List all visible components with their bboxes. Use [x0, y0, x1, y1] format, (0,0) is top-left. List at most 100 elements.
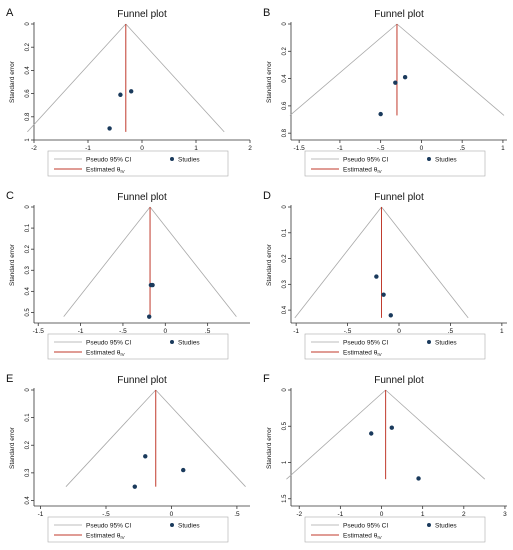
legend-studies-swatch — [170, 340, 174, 344]
funnel-right-line — [385, 389, 486, 480]
study-point — [369, 431, 374, 436]
y-tick-label: 0.2 — [282, 254, 288, 263]
panel-letter: A — [6, 7, 14, 19]
legend-studies-label: Studies — [178, 157, 200, 164]
plot-title: Funnel plot — [374, 192, 424, 203]
plot-title: Funnel plot — [374, 9, 424, 20]
x-tick-label: .5 — [459, 145, 465, 152]
legend-estimate-label: Estimated θIV — [86, 350, 125, 358]
funnel-right-line — [396, 23, 505, 116]
y-tick-label: 0.1 — [25, 413, 31, 422]
y-tick-label: 0 — [282, 205, 288, 209]
y-axis-label: Standard error — [266, 426, 273, 469]
study-point — [402, 75, 408, 80]
x-tick-label: -2 — [31, 145, 37, 152]
y-tick-label: 0.6 — [282, 101, 288, 110]
study-point — [118, 92, 123, 97]
y-tick-label: 0.4 — [25, 287, 31, 296]
y-tick-label: 0.2 — [25, 244, 31, 253]
funnel-right-line — [381, 206, 469, 319]
x-tick-label: .5 — [448, 328, 454, 335]
legend-ci-label: Pseudo 95% CI — [86, 523, 131, 530]
legend-studies-swatch — [427, 340, 431, 344]
study-point — [388, 313, 393, 318]
legend-estimate-text: Estimated θ — [86, 167, 121, 174]
y-tick-label: 0.3 — [25, 468, 31, 477]
y-tick-label: 0.8 — [282, 128, 288, 137]
panel-letter: B — [263, 7, 270, 19]
legend-box — [304, 516, 486, 543]
study-point — [416, 476, 421, 481]
y-tick-label: 0.3 — [282, 280, 288, 289]
legend-estimate-subscript: IV — [120, 535, 124, 540]
legend-estimate-text: Estimated θ — [343, 533, 378, 540]
x-tick-label: 1 — [421, 511, 425, 518]
legend-ci-label: Pseudo 95% CI — [343, 157, 388, 164]
legend-box — [47, 516, 229, 543]
x-tick-label: -1 — [85, 145, 91, 152]
study-point — [150, 282, 155, 288]
study-point — [107, 126, 112, 131]
x-tick-label: 0 — [170, 511, 174, 518]
x-tick-label: -1 — [38, 511, 44, 518]
y-tick-label: 1.5 — [282, 494, 288, 503]
x-tick-label: -.5 — [102, 511, 110, 518]
x-tick-label: -1.5 — [294, 145, 306, 152]
plot-title: Funnel plot — [374, 375, 424, 386]
x-tick-label: 0 — [140, 145, 144, 152]
study-point — [143, 454, 148, 459]
y-tick-label: 0.6 — [25, 89, 31, 98]
legend-estimate-label: Estimated θIV — [86, 167, 125, 175]
x-tick-label: -1 — [337, 511, 343, 518]
legend-estimate-subscript: IV — [120, 169, 124, 174]
study-point — [374, 274, 379, 279]
y-axis-label: Standard error — [9, 60, 16, 103]
y-tick-label: 0.4 — [25, 496, 31, 505]
legend-studies-label: Studies — [435, 523, 457, 530]
legend-estimate-label: Estimated θIV — [343, 167, 382, 175]
legend-box — [304, 150, 486, 177]
x-tick-label: 0 — [420, 145, 424, 152]
legend-estimate-subscript: IV — [377, 535, 381, 540]
y-axis-label: Standard error — [266, 243, 273, 286]
x-tick-label: .5 — [234, 511, 240, 518]
x-tick-label: 0 — [380, 511, 384, 518]
panel-letter: F — [263, 373, 270, 385]
funnel-left-line — [27, 23, 127, 133]
legend-studies-swatch — [427, 157, 431, 161]
legend-ci-label: Pseudo 95% CI — [343, 523, 388, 530]
legend-studies-label: Studies — [178, 340, 200, 347]
legend-studies-swatch — [170, 523, 174, 527]
legend-estimate-subscript: IV — [377, 352, 381, 357]
legend-studies-label: Studies — [435, 157, 457, 164]
panel-letter: C — [6, 190, 14, 202]
x-tick-label: -1.5 — [33, 328, 45, 335]
legend-box — [304, 333, 486, 360]
panel-c: C Funnel plot 0 0.1 0.2 0.3 0.4 0.5 -1.5 -1 -.5 0.5… — [0, 183, 256, 366]
y-tick-label: 1 — [282, 460, 288, 464]
y-tick-label: 1 — [25, 138, 31, 142]
y-tick-label: 0.3 — [25, 265, 31, 274]
legend-ci-label: Pseudo 95% CI — [86, 340, 131, 347]
plot-title: Funnel plot — [117, 192, 167, 203]
funnel-left-line — [65, 389, 157, 487]
legend-estimate-subscript: IV — [377, 169, 381, 174]
y-axis-label: Standard error — [9, 243, 16, 286]
legend-estimate-label: Estimated θIV — [343, 533, 382, 541]
legend-ci-label: Pseudo 95% CI — [86, 157, 131, 164]
funnel-right-line — [155, 389, 246, 487]
y-tick-label: 0.1 — [25, 223, 31, 232]
legend-studies-swatch — [427, 523, 431, 527]
y-tick-label: 0.4 — [282, 305, 288, 314]
legend-estimate-subscript: IV — [120, 352, 124, 357]
panel-letter: E — [6, 373, 13, 385]
x-tick-label: 2 — [248, 145, 252, 152]
x-tick-label: -.5 — [119, 328, 127, 335]
y-axis-label: Standard error — [9, 426, 16, 469]
